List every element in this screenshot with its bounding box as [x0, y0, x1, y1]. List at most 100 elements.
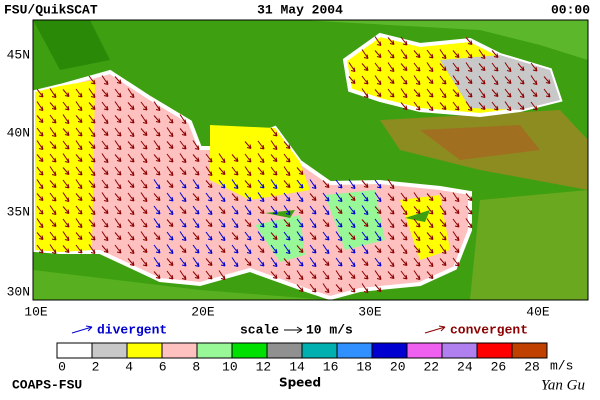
wind-arrow	[218, 206, 226, 214]
wind-arrow	[179, 114, 187, 124]
colorbar-tick: 6	[159, 359, 167, 374]
wind-arrow	[127, 88, 135, 98]
wind-arrow	[400, 219, 408, 227]
wind-arrow	[179, 192, 187, 202]
wind-arrow	[192, 193, 200, 201]
wind-arrow	[49, 141, 57, 149]
wind-arrow	[387, 232, 395, 240]
wind-arrow	[426, 232, 434, 240]
wind-arrow	[62, 101, 70, 111]
wind-arrow	[114, 127, 122, 137]
wind-arrow	[387, 205, 395, 215]
speed-zone	[325, 190, 385, 250]
colorbar-tick: 0	[58, 359, 66, 374]
wind-arrow	[465, 88, 473, 98]
wind-arrow	[166, 219, 174, 227]
wind-arrow	[426, 62, 434, 72]
wind-arrow	[49, 153, 57, 163]
wind-arrow	[49, 192, 57, 202]
author: Yan Gu	[541, 377, 585, 393]
colorbar-tick: 8	[192, 359, 200, 374]
wind-arrow	[179, 270, 187, 280]
wind-arrow	[504, 62, 512, 72]
wind-arrow	[127, 127, 135, 137]
wind-arrow	[88, 192, 96, 202]
wind-arrow	[231, 154, 239, 162]
wind-arrow	[361, 180, 369, 188]
wind-arrow	[296, 218, 304, 228]
colorbar-swatch	[371, 342, 408, 359]
wind-arrow	[218, 245, 226, 253]
wind-arrow	[413, 270, 421, 280]
lon-label: 10E	[24, 304, 48, 319]
colorbar-tick: 12	[256, 359, 272, 374]
wind-arrow	[62, 179, 70, 189]
wind-arrow	[114, 140, 122, 150]
wind-arrow	[153, 101, 161, 111]
wind-arrow	[426, 88, 434, 98]
wind-arrow	[244, 166, 252, 176]
terrain	[300, 20, 588, 60]
wind-arrow	[309, 283, 317, 293]
wind-arrow	[244, 244, 252, 254]
wind-arrow	[387, 88, 395, 98]
wind-arrow	[309, 218, 317, 228]
wind-arrow	[413, 206, 421, 214]
wind-arrow	[257, 140, 265, 150]
wind-arrow	[36, 166, 44, 176]
wind-arrow	[309, 257, 317, 267]
wind-arrow	[296, 179, 304, 189]
wind-arrow	[465, 101, 473, 111]
divergent-arrow	[71, 326, 93, 334]
lat-label: 40N	[7, 125, 30, 140]
wind-arrow	[374, 284, 382, 292]
wind-arrow	[127, 192, 135, 202]
wind-arrow	[140, 231, 148, 241]
wind-arrow	[465, 49, 473, 59]
wind-arrow	[426, 218, 434, 228]
wind-arrow	[218, 231, 226, 241]
wind-arrow	[114, 193, 122, 201]
island	[405, 210, 430, 222]
wind-arrow	[452, 89, 460, 97]
wind-arrow	[387, 62, 395, 72]
wind-arrow	[335, 192, 343, 202]
terrain	[33, 270, 330, 300]
wind-arrow	[75, 218, 83, 228]
wind-arrow	[62, 89, 70, 97]
wind-arrow	[335, 270, 343, 280]
time: 00:00	[551, 2, 590, 17]
wind-arrow	[36, 101, 44, 111]
wind-arrow	[426, 205, 434, 215]
wind-arrow	[36, 88, 44, 98]
divergent-arrow	[85, 325, 93, 332]
wind-arrow	[530, 89, 538, 97]
wind-arrow	[400, 63, 408, 71]
wind-arrow	[491, 75, 499, 85]
wind-arrow	[49, 88, 57, 98]
wind-arrow	[283, 180, 291, 188]
wind-arrow	[166, 153, 174, 163]
wind-arrow	[413, 257, 421, 267]
wind-arrow	[127, 205, 135, 215]
wind-arrow	[426, 257, 434, 267]
wind-arrow	[140, 114, 148, 124]
wind-arrow	[166, 114, 174, 124]
wind-arrow	[127, 141, 135, 149]
wind-arrow	[348, 62, 356, 72]
wind-arrow	[543, 88, 551, 98]
wind-arrow	[88, 88, 96, 98]
wind-arrow	[101, 245, 109, 253]
wind-arrow	[153, 193, 161, 201]
wind-arrow	[192, 166, 200, 176]
wind-arrow	[127, 258, 135, 266]
wind-arrow	[114, 101, 122, 111]
wind-arrow	[218, 192, 226, 202]
wind-arrow	[62, 114, 70, 124]
wind-arrow	[192, 271, 200, 279]
wind-arrow	[179, 167, 187, 175]
wind-arrow	[231, 166, 239, 176]
wind-arrow	[140, 192, 148, 202]
wind-arrow	[101, 231, 109, 241]
wind-arrow	[231, 257, 239, 267]
